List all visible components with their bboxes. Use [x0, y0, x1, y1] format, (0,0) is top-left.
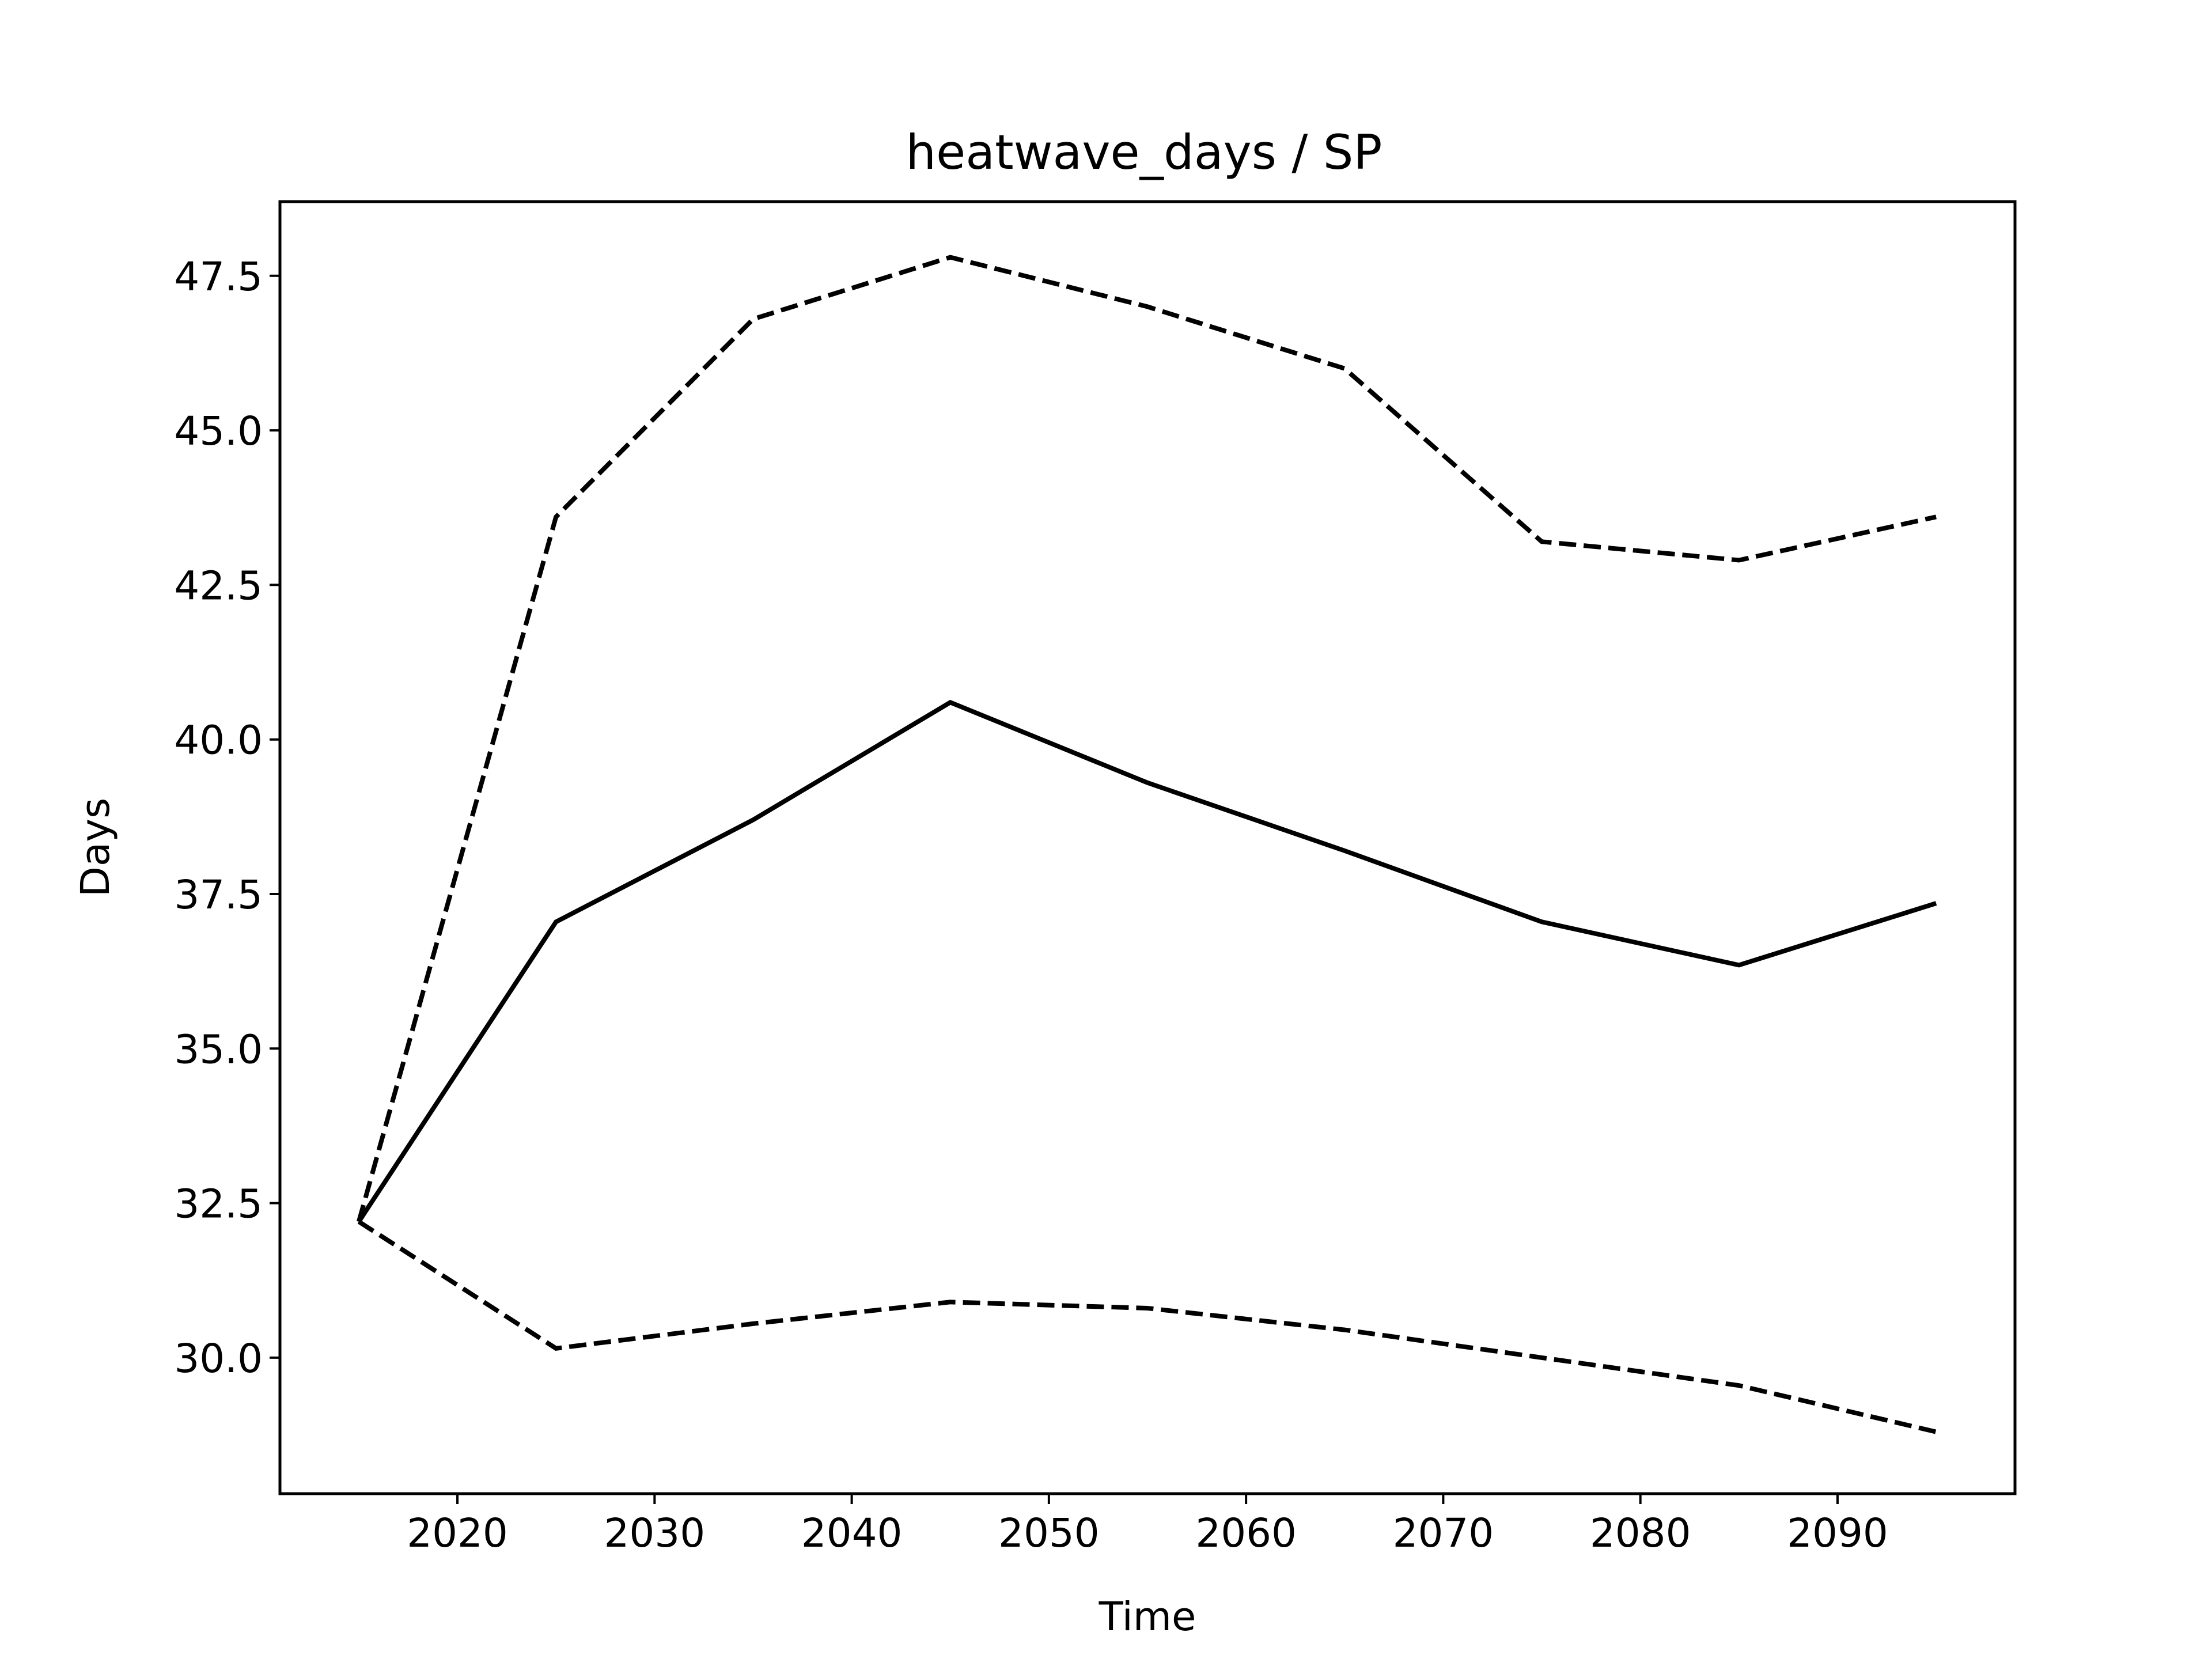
y-tick-label: 47.5	[174, 254, 263, 300]
x-tick-label: 2070	[1393, 1510, 1494, 1556]
y-tick-label: 30.0	[174, 1336, 263, 1382]
x-tick-label: 2040	[801, 1510, 903, 1556]
series-line-2	[357, 699, 1937, 1223]
x-tick-label: 2020	[407, 1510, 508, 1556]
x-tick-label: 2050	[998, 1510, 1100, 1556]
y-tick-label: 35.0	[174, 1027, 263, 1073]
y-tick-label: 40.0	[174, 718, 263, 764]
y-tick-label: 32.5	[174, 1181, 263, 1228]
x-tick-label: 2090	[1787, 1510, 1888, 1556]
chart-title: heatwave_days / SP	[906, 124, 1382, 180]
x-tick-label: 2060	[1195, 1510, 1297, 1556]
series-layer	[357, 255, 1937, 1434]
x-tick-label: 2080	[1590, 1510, 1691, 1556]
y-tick-label: 42.5	[174, 563, 263, 609]
plot-frame	[278, 200, 2017, 1495]
y-axis-ticks: 30.0 32.5 35.0 37.5 40.0 42.5 45.0 47.5	[174, 254, 280, 1382]
x-tick-label: 2030	[604, 1510, 706, 1556]
x-axis-ticks: 2020 2030 2040 2050 2060 2070 2080 2090	[407, 1494, 1888, 1556]
series-line-1	[357, 255, 1937, 1222]
x-axis-label: Time	[1099, 1594, 1196, 1640]
y-tick-label: 37.5	[174, 872, 263, 918]
y-tick-label: 45.0	[174, 408, 263, 454]
y-axis-label: Days	[73, 798, 119, 897]
series-line-3	[357, 1219, 1937, 1434]
